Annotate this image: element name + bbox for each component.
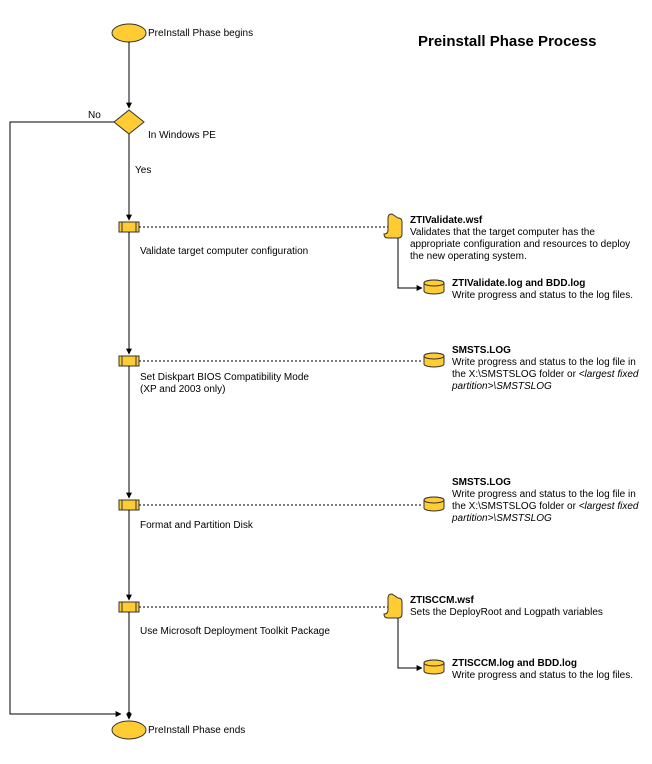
start-label: PreInstall Phase begins: [148, 28, 253, 40]
step4-log-title: ZTISCCM.log and BDD.log: [452, 658, 577, 669]
step4-log-desc: Write progress and status to the log fil…: [452, 670, 633, 681]
step4-label: Use Microsoft Deployment Toolkit Package: [140, 626, 330, 638]
step1-log-desc: Write progress and status to the log fil…: [452, 290, 633, 301]
step2-log: SMSTS.LOG Write progress and status to t…: [452, 345, 647, 393]
diagram-title: Preinstall Phase Process: [418, 33, 596, 50]
step2-log-title: SMSTS.LOG: [452, 345, 511, 356]
decision-label: In Windows PE: [148, 130, 216, 142]
decision-no: No: [88, 110, 101, 122]
step1-log-title: ZTIValidate.log and BDD.log: [452, 278, 585, 289]
step3-label: Format and Partition Disk: [140, 520, 253, 532]
step1-log: ZTIValidate.log and BDD.log Write progre…: [452, 278, 647, 302]
step1-label: Validate target computer configuration: [140, 246, 308, 258]
step1-wsf-desc: Validates that the target computer has t…: [410, 227, 630, 262]
step1-wsf-title: ZTIValidate.wsf: [410, 215, 482, 226]
step4-wsf: ZTISCCM.wsf Sets the DeployRoot and Logp…: [410, 595, 640, 619]
step4-log: ZTISCCM.log and BDD.log Write progress a…: [452, 658, 647, 682]
step4-wsf-title: ZTISCCM.wsf: [410, 595, 474, 606]
step4-wsf-desc: Sets the DeployRoot and Logpath variable…: [410, 607, 603, 618]
step3-log: SMSTS.LOG Write progress and status to t…: [452, 477, 647, 525]
end-label: PreInstall Phase ends: [148, 725, 245, 737]
step3-log-title: SMSTS.LOG: [452, 477, 511, 488]
step2-label: Set Diskpart BIOS Compatibility Mode (XP…: [140, 372, 309, 396]
step1-wsf: ZTIValidate.wsf Validates that the targe…: [410, 215, 640, 263]
decision-yes: Yes: [135, 165, 151, 177]
